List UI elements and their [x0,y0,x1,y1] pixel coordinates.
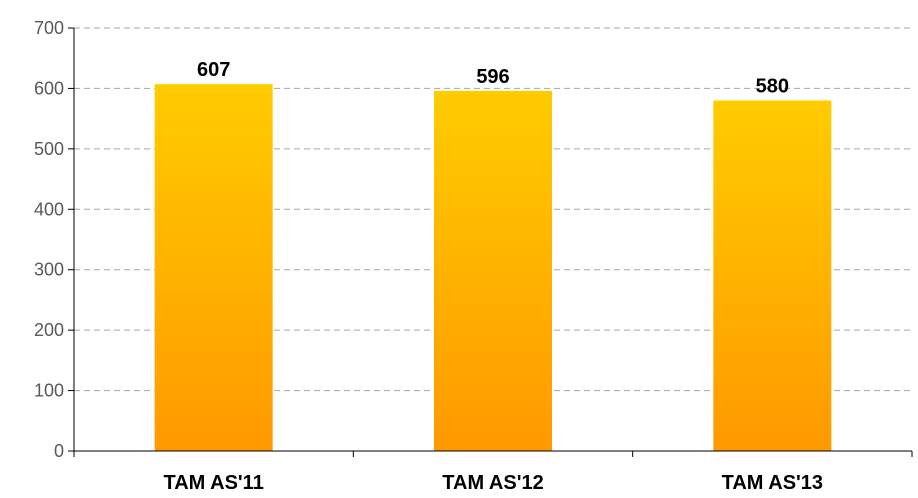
data-label: 596 [476,66,509,88]
data-label: 580 [756,76,789,98]
y-tick-label: 200 [34,320,64,340]
labels: 0 100 200 300 400 500 600 700 607 TAM AS'11 596 TAM… [34,18,823,494]
x-tick-label: TAM AS'12 [442,472,543,494]
bar [713,100,832,451]
bar [154,84,273,451]
x-tick-label: TAM AS'11 [163,472,263,494]
y-tick-label: 400 [34,199,64,219]
y-tick-label: 600 [34,78,64,98]
axes [68,27,913,457]
bar [434,90,552,452]
y-tick-label: 700 [34,18,64,38]
x-tick-label: TAM AS'13 [722,472,823,494]
bars [154,84,832,452]
y-tick-label: 0 [54,441,64,461]
y-tick-label: 100 [34,381,64,401]
data-label: 607 [197,59,230,81]
y-tick-label: 500 [34,139,64,159]
y-tick-label: 300 [34,260,64,280]
